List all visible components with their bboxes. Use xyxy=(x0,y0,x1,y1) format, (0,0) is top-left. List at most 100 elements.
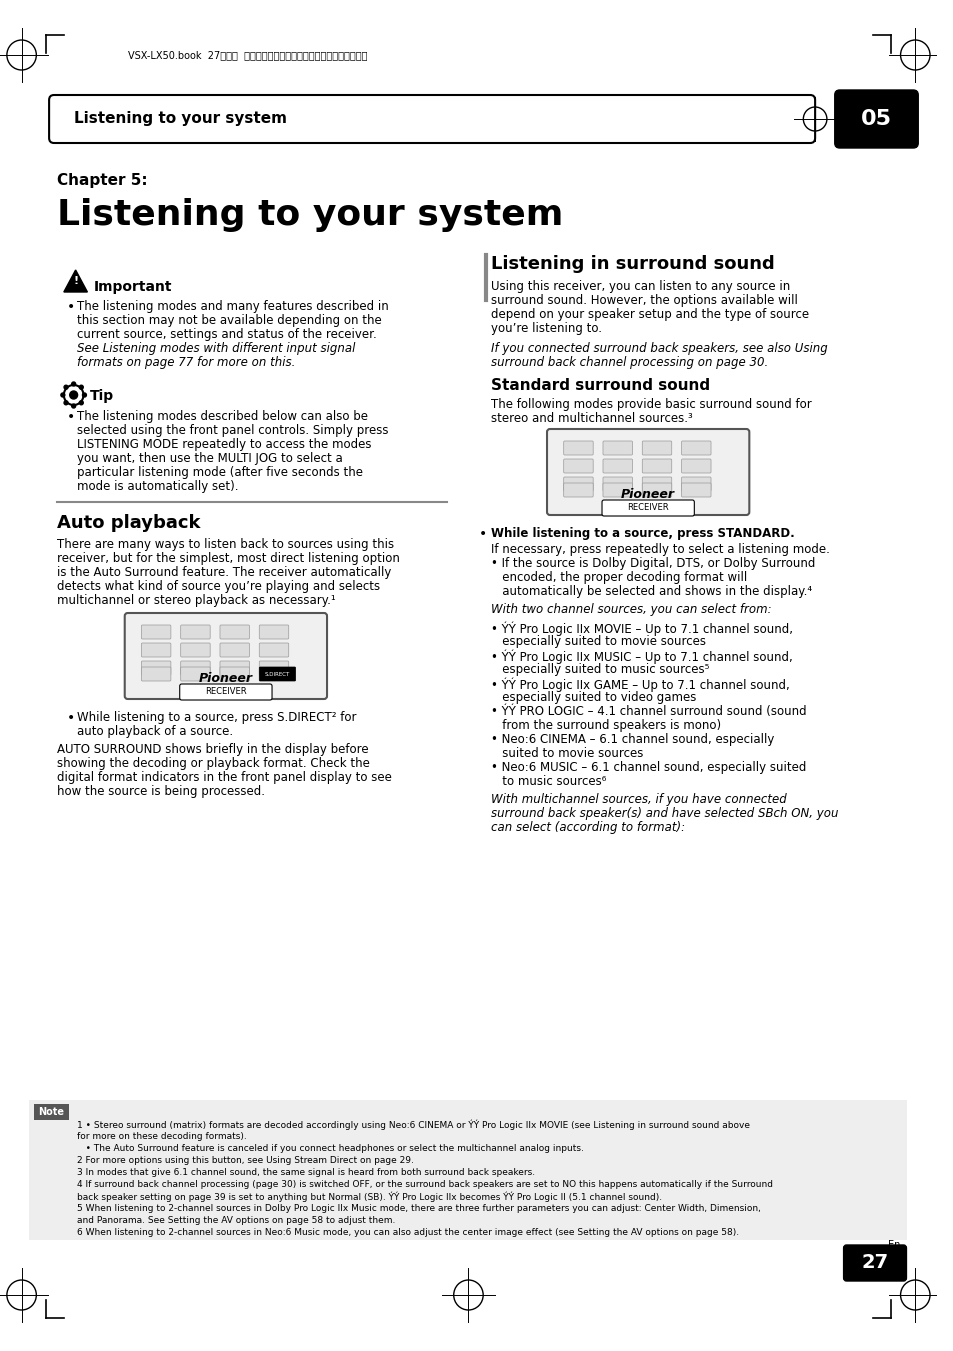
FancyBboxPatch shape xyxy=(602,477,632,490)
Text: Auto playback: Auto playback xyxy=(57,513,200,532)
Text: showing the decoding or playback format. Check the: showing the decoding or playback format.… xyxy=(57,757,370,770)
Text: for more on these decoding formats).: for more on these decoding formats). xyxy=(76,1132,246,1142)
Text: depend on your speaker setup and the type of source: depend on your speaker setup and the typ… xyxy=(491,308,808,322)
FancyBboxPatch shape xyxy=(259,643,289,657)
Text: receiver, but for the simplest, most direct listening option: receiver, but for the simplest, most dir… xyxy=(57,553,399,565)
Text: Important: Important xyxy=(93,280,172,295)
Circle shape xyxy=(71,404,75,408)
FancyBboxPatch shape xyxy=(180,643,210,657)
Text: If you connected surround back speakers, see also Using: If you connected surround back speakers,… xyxy=(491,342,827,355)
Circle shape xyxy=(61,393,65,397)
FancyBboxPatch shape xyxy=(680,440,710,455)
Text: this section may not be available depending on the: this section may not be available depend… xyxy=(76,313,381,327)
FancyBboxPatch shape xyxy=(180,667,210,681)
Text: AUTO SURROUND shows briefly in the display before: AUTO SURROUND shows briefly in the displ… xyxy=(57,743,368,757)
Text: • ÝÝ Pro Logic IIx MUSIC – Up to 7.1 channel sound,: • ÝÝ Pro Logic IIx MUSIC – Up to 7.1 cha… xyxy=(491,648,792,663)
Text: 05: 05 xyxy=(860,109,890,128)
Text: •: • xyxy=(67,409,75,424)
Text: 3 In modes that give 6.1 channel sound, the same signal is heard from both surro: 3 In modes that give 6.1 channel sound, … xyxy=(76,1169,535,1177)
Circle shape xyxy=(70,390,77,399)
Text: • ÝÝ Pro Logic IIx MOVIE – Up to 7.1 channel sound,: • ÝÝ Pro Logic IIx MOVIE – Up to 7.1 cha… xyxy=(491,621,792,635)
Text: •: • xyxy=(67,711,75,725)
Text: especially suited to video games: especially suited to video games xyxy=(491,690,696,704)
FancyBboxPatch shape xyxy=(842,1246,905,1281)
Text: S.DIRECT: S.DIRECT xyxy=(264,671,290,677)
Text: surround back channel processing on page 30.: surround back channel processing on page… xyxy=(491,357,767,369)
Circle shape xyxy=(64,385,68,389)
FancyBboxPatch shape xyxy=(602,440,632,455)
Text: • ÝÝ PRO LOGIC – 4.1 channel surround sound (sound: • ÝÝ PRO LOGIC – 4.1 channel surround so… xyxy=(491,705,806,717)
Text: 4 If surround back channel processing (page 30) is switched OFF, or the surround: 4 If surround back channel processing (p… xyxy=(76,1179,772,1189)
FancyBboxPatch shape xyxy=(220,667,249,681)
Text: automatically be selected and shows in the display.⁴: automatically be selected and shows in t… xyxy=(491,585,811,598)
Text: you’re listening to.: you’re listening to. xyxy=(491,322,601,335)
Text: Standard surround sound: Standard surround sound xyxy=(491,378,709,393)
Text: current source, settings and status of the receiver.: current source, settings and status of t… xyxy=(76,328,375,340)
Text: The listening modes described below can also be: The listening modes described below can … xyxy=(76,409,367,423)
Text: See Listening modes with different input signal: See Listening modes with different input… xyxy=(76,342,355,355)
Text: •: • xyxy=(478,527,487,540)
Text: • The Auto Surround feature is canceled if you connect headphones or select the : • The Auto Surround feature is canceled … xyxy=(76,1144,583,1152)
Text: particular listening mode (after five seconds the: particular listening mode (after five se… xyxy=(76,466,362,480)
FancyBboxPatch shape xyxy=(141,667,171,681)
Text: detects what kind of source you’re playing and selects: detects what kind of source you’re playi… xyxy=(57,580,379,593)
Circle shape xyxy=(71,382,75,386)
Text: 5 When listening to 2-channel sources in Dolby Pro Logic IIx Music mode, there a: 5 When listening to 2-channel sources in… xyxy=(76,1204,760,1213)
FancyBboxPatch shape xyxy=(180,661,210,676)
Text: surround back speaker(s) and have selected ​SBch ON​, you: surround back speaker(s) and have select… xyxy=(491,807,838,820)
Text: Note: Note xyxy=(38,1106,64,1117)
FancyBboxPatch shape xyxy=(680,477,710,490)
Text: The listening modes and many features described in: The listening modes and many features de… xyxy=(76,300,388,313)
Circle shape xyxy=(64,401,68,405)
Text: While listening to a source, press S.DIRECT² for: While listening to a source, press S.DIR… xyxy=(76,711,355,724)
Text: 2 For more options using this button, see Using Stream Direct on page 29.: 2 For more options using this button, se… xyxy=(76,1156,413,1165)
Text: Listening to your system: Listening to your system xyxy=(57,199,562,232)
Text: !: ! xyxy=(73,276,78,286)
Text: 27: 27 xyxy=(861,1254,887,1273)
Text: With two channel sources, you can select from:: With two channel sources, you can select… xyxy=(491,603,771,616)
Text: suited to movie sources: suited to movie sources xyxy=(491,747,642,761)
Text: you want, then use the MULTI JOG to select a: you want, then use the MULTI JOG to sele… xyxy=(76,453,342,465)
FancyBboxPatch shape xyxy=(220,626,249,639)
FancyBboxPatch shape xyxy=(220,643,249,657)
Text: • Neo:6 CINEMA – 6.1 channel sound, especially: • Neo:6 CINEMA – 6.1 channel sound, espe… xyxy=(491,734,774,746)
FancyBboxPatch shape xyxy=(141,661,171,676)
Text: RECEIVER: RECEIVER xyxy=(205,688,247,697)
Text: stereo and multichannel sources.³: stereo and multichannel sources.³ xyxy=(491,412,692,426)
FancyBboxPatch shape xyxy=(259,626,289,639)
Text: especially suited to music sources⁵: especially suited to music sources⁵ xyxy=(491,663,709,676)
Circle shape xyxy=(82,393,87,397)
Text: Pioneer: Pioneer xyxy=(620,488,675,500)
FancyBboxPatch shape xyxy=(602,459,632,473)
Polygon shape xyxy=(64,270,88,292)
Text: can select (according to format):: can select (according to format): xyxy=(491,821,684,834)
Text: With multichannel sources, if you have connected: With multichannel sources, if you have c… xyxy=(491,793,786,807)
Text: especially suited to movie sources: especially suited to movie sources xyxy=(491,635,705,648)
FancyBboxPatch shape xyxy=(641,440,671,455)
Text: mode is automatically set).: mode is automatically set). xyxy=(76,480,238,493)
Text: back speaker setting on page 39 is set to anything but Normal (SB). ÝÝ Pro Logic: back speaker setting on page 39 is set t… xyxy=(76,1192,661,1202)
Text: to music sources⁶: to music sources⁶ xyxy=(491,775,606,788)
Text: RECEIVER: RECEIVER xyxy=(627,504,668,512)
Text: 1 • Stereo surround (matrix) formats are decoded accordingly using Neo:6 CINEMA : 1 • Stereo surround (matrix) formats are… xyxy=(76,1120,749,1131)
Text: multichannel or stereo playback as necessary.¹: multichannel or stereo playback as neces… xyxy=(57,594,335,607)
FancyBboxPatch shape xyxy=(49,95,814,143)
Text: ​While listening to a source, press STANDARD.​: ​While listening to a source, press STAN… xyxy=(491,527,794,540)
FancyBboxPatch shape xyxy=(641,484,671,497)
Text: Listening in surround sound: Listening in surround sound xyxy=(491,255,774,273)
FancyBboxPatch shape xyxy=(641,477,671,490)
Text: digital format indicators in the front panel display to see: digital format indicators in the front p… xyxy=(57,771,392,784)
FancyBboxPatch shape xyxy=(641,459,671,473)
FancyBboxPatch shape xyxy=(141,626,171,639)
FancyBboxPatch shape xyxy=(563,484,593,497)
FancyBboxPatch shape xyxy=(601,500,694,516)
FancyBboxPatch shape xyxy=(179,684,272,700)
Text: encoded, the proper decoding format will: encoded, the proper decoding format will xyxy=(491,571,746,584)
Text: Tip: Tip xyxy=(91,389,114,403)
Text: LISTENING MODE repeatedly to access the modes: LISTENING MODE repeatedly to access the … xyxy=(76,438,371,451)
Text: how the source is being processed.: how the source is being processed. xyxy=(57,785,265,798)
FancyBboxPatch shape xyxy=(259,667,295,681)
FancyBboxPatch shape xyxy=(680,484,710,497)
FancyBboxPatch shape xyxy=(125,613,327,698)
Text: and Panorama. See Setting the AV options on page 58 to adjust them.: and Panorama. See Setting the AV options… xyxy=(76,1216,395,1225)
